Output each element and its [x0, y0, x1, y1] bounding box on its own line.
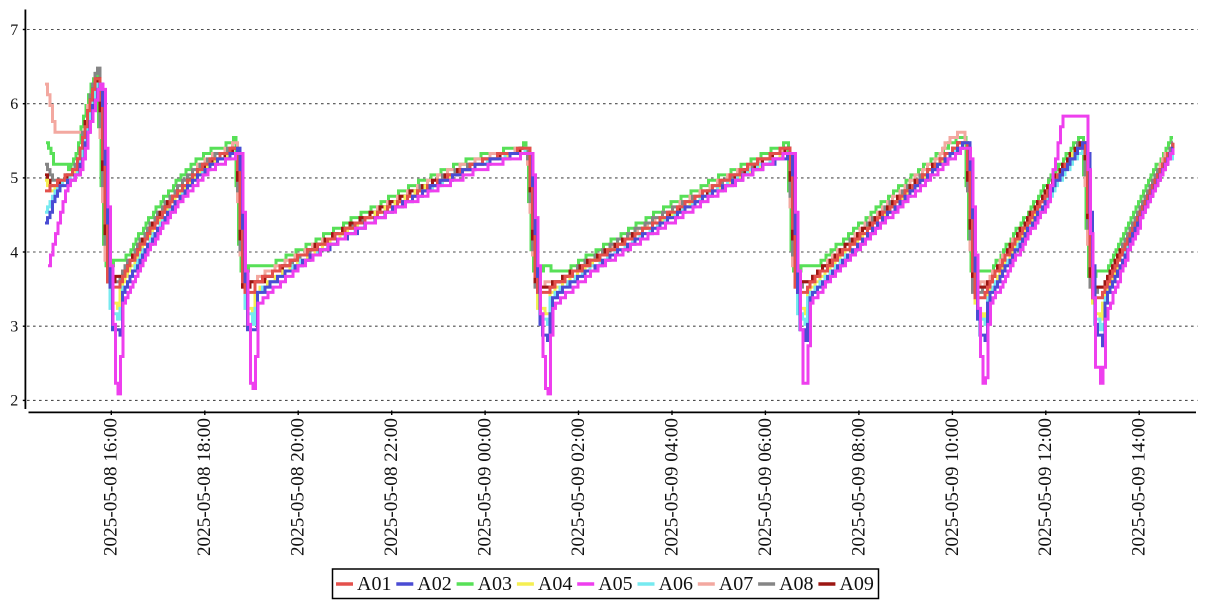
svg-text:2025-05-09 12:00: 2025-05-09 12:00: [1035, 418, 1056, 556]
svg-text:A01: A01: [357, 573, 391, 595]
svg-text:A04: A04: [538, 573, 572, 595]
svg-text:A02: A02: [417, 573, 451, 595]
svg-text:2025-05-09 10:00: 2025-05-09 10:00: [942, 418, 963, 556]
svg-text:A09: A09: [839, 573, 873, 595]
svg-text:A06: A06: [659, 573, 693, 595]
svg-text:2025-05-09 00:00: 2025-05-09 00:00: [475, 418, 496, 556]
svg-text:5: 5: [10, 170, 18, 187]
svg-text:A03: A03: [478, 573, 512, 595]
svg-text:2025-05-09 04:00: 2025-05-09 04:00: [661, 418, 682, 556]
svg-text:7: 7: [10, 22, 18, 39]
svg-text:A08: A08: [779, 573, 813, 595]
svg-text:2025-05-09 06:00: 2025-05-09 06:00: [755, 418, 776, 556]
svg-text:A07: A07: [719, 573, 753, 595]
svg-text:A05: A05: [598, 573, 632, 595]
svg-text:2: 2: [10, 393, 18, 410]
svg-text:2025-05-08 18:00: 2025-05-08 18:00: [194, 418, 215, 556]
svg-text:3: 3: [10, 319, 18, 336]
svg-text:2025-05-08 22:00: 2025-05-08 22:00: [381, 418, 402, 556]
svg-text:2025-05-09 02:00: 2025-05-09 02:00: [568, 418, 589, 556]
svg-text:2025-05-09 08:00: 2025-05-09 08:00: [848, 418, 869, 556]
svg-text:2025-05-09 14:00: 2025-05-09 14:00: [1129, 418, 1150, 556]
svg-text:4: 4: [10, 244, 18, 261]
svg-text:2025-05-08 16:00: 2025-05-08 16:00: [101, 418, 122, 556]
svg-text:2025-05-08 20:00: 2025-05-08 20:00: [288, 418, 309, 556]
svg-text:6: 6: [10, 96, 18, 113]
